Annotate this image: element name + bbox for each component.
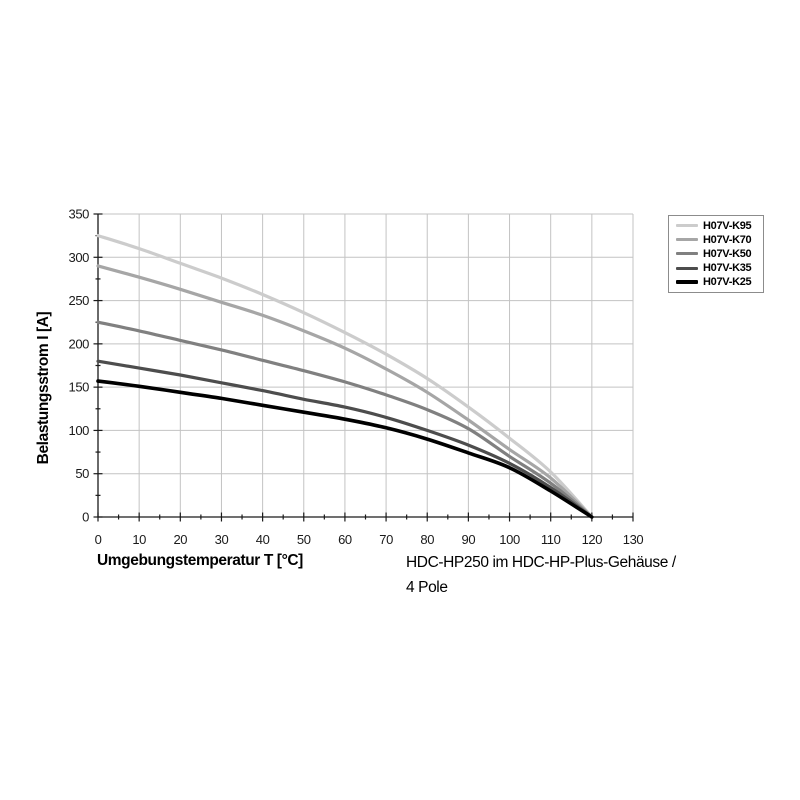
- y-tick-label: 200: [69, 336, 90, 351]
- legend-item: H07V-K50: [676, 247, 763, 260]
- legend-line-swatch: [676, 238, 698, 242]
- legend-item: H07V-K70: [676, 233, 763, 246]
- x-tick-labels: 0 10 20 30 40 50 60 70 80 90 100 110 120 130: [95, 532, 644, 547]
- grid-lines: [98, 213, 634, 517]
- y-tick-labels: 0 50 100 150 200 250 300 350: [69, 207, 90, 525]
- y-tick-label: 100: [69, 423, 90, 438]
- x-tick-label: 90: [462, 532, 476, 547]
- legend-item-label: H07V-K35: [703, 262, 752, 275]
- x-tick-label: 0: [95, 532, 102, 547]
- y-tick-label: 150: [69, 380, 90, 395]
- curve-h07v-k70: [96, 264, 594, 519]
- legend-line-swatch: [676, 252, 698, 256]
- curves: [96, 234, 594, 519]
- caption-line-2: 4 Pole: [406, 579, 448, 596]
- x-tick-label: 110: [541, 532, 561, 547]
- curve-h07v-k35: [96, 359, 594, 519]
- y-tick-label: 350: [69, 207, 90, 222]
- legend-item: H07V-K35: [676, 262, 763, 275]
- y-tick-label: 0: [82, 510, 89, 525]
- x-tick-label: 120: [582, 532, 603, 547]
- y-tick-label: 300: [69, 250, 90, 265]
- x-tick-label: 40: [256, 532, 270, 547]
- legend: H07V-K95 H07V-K70 H07V-K50 H07V-K35 H07V-K25: [668, 215, 764, 293]
- curve-h07v-k50: [96, 320, 594, 519]
- y-axis-title: Belastungsstrom I [A]: [35, 311, 52, 465]
- legend-item: H07V-K25: [676, 276, 763, 289]
- x-axis-title: Umgebungstemperatur T [°C]: [97, 552, 303, 569]
- legend-item-label: H07V-K70: [703, 233, 752, 246]
- legend-item-label: H07V-K25: [703, 276, 752, 289]
- x-tick-label: 80: [420, 532, 434, 547]
- axis-ticks: [93, 213, 634, 522]
- legend-line-swatch: [676, 266, 698, 270]
- x-tick-label: 130: [623, 532, 644, 547]
- x-tick-label: 100: [499, 532, 520, 547]
- x-tick-label: 50: [297, 532, 311, 547]
- legend-item-label: H07V-K50: [703, 247, 752, 260]
- curve-h07v-k25: [96, 379, 594, 519]
- y-tick-label: 250: [69, 293, 90, 308]
- chart-caption: HDC-HP250 im HDC-HP-Plus-Gehäuse / 4 Pol…: [406, 550, 676, 600]
- axes: [97, 214, 633, 518]
- x-tick-label: 60: [338, 532, 352, 547]
- curve-h07v-k95: [96, 234, 594, 519]
- x-tick-label: 70: [379, 532, 393, 547]
- legend-item-label: H07V-K95: [703, 219, 752, 232]
- x-tick-label: 20: [173, 532, 187, 547]
- legend-item: H07V-K95: [676, 219, 763, 232]
- x-tick-label: 10: [132, 532, 146, 547]
- x-tick-label: 30: [215, 532, 229, 547]
- legend-line-swatch: [676, 224, 698, 228]
- caption-line-1: HDC-HP250 im HDC-HP-Plus-Gehäuse /: [406, 554, 676, 571]
- legend-line-swatch: [676, 280, 698, 285]
- y-tick-label: 50: [75, 466, 89, 481]
